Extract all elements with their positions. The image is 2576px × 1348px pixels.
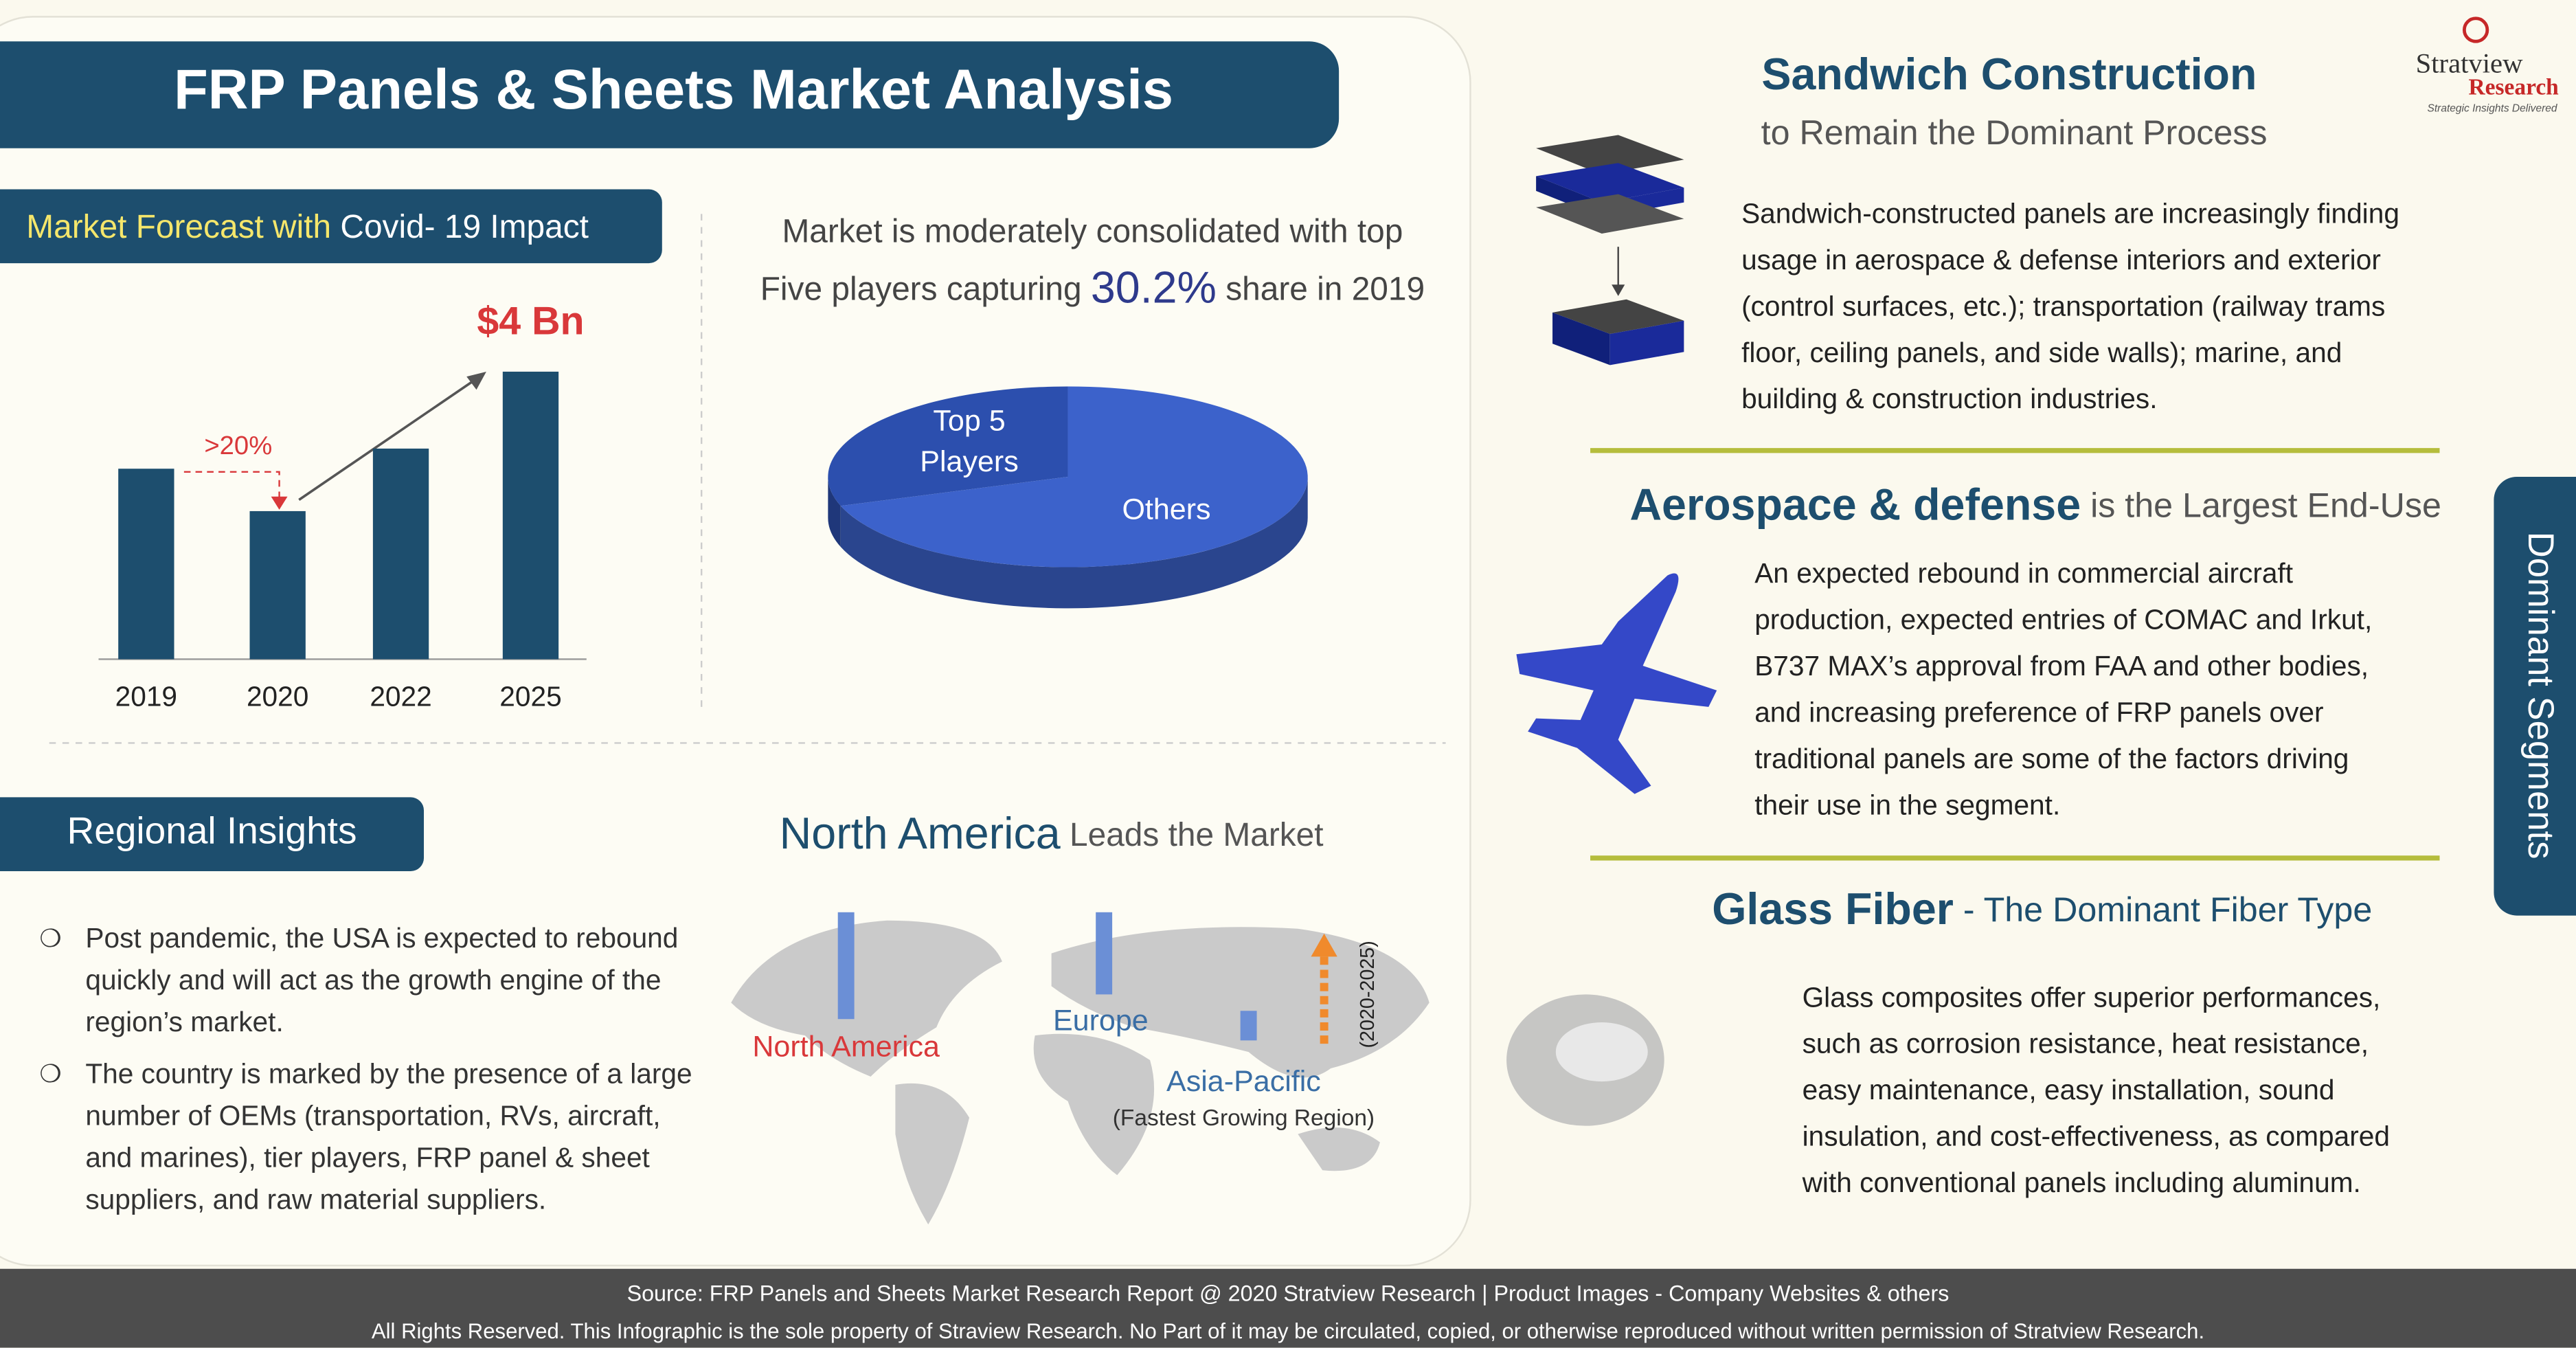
headline-bold: North America [780, 809, 1061, 858]
segment-title: Sandwich Construction [1761, 49, 2257, 99]
segment-subtitle: - The Dominant Fiber Type [1963, 890, 2372, 929]
heading-rest: Covid- 19 Impact [340, 209, 589, 245]
segment-text: Glass composites offer superior performa… [1803, 981, 2381, 1013]
segment-text: B737 MAX’s approval from FAA and other b… [1754, 650, 2369, 682]
pie-label: Others [1122, 493, 1210, 526]
region-label: Asia-Pacific [1166, 1065, 1321, 1098]
segment-text: An expected rebound in commercial aircra… [1754, 557, 2293, 589]
period: (2020-2025) [1357, 941, 1379, 1048]
decline-marker [183, 471, 280, 500]
segment-subtitle: to Remain the Dominant Process [1761, 113, 2268, 152]
segments: Sandwich Construction to Remain the Domin… [1629, 49, 2441, 1198]
arrow-head [271, 496, 288, 510]
logo-sub: Research [2468, 74, 2559, 100]
map-headline: North America Leads the Market [780, 809, 1324, 858]
segment-text: traditional panels are some of the facto… [1754, 743, 2349, 774]
bullet-line: and marines), tier players, FRP panel & … [85, 1141, 650, 1173]
bar [372, 448, 429, 660]
segment-text: usage in aerospace & defense interiors a… [1741, 244, 2381, 276]
bullet-line: The country is marked by the presence of… [85, 1057, 692, 1089]
headline-highlight: 30.2% [1091, 263, 1217, 313]
segment-text: and increasing preference of FRP panels … [1754, 697, 2323, 728]
headline-text: share in 2019 [1225, 271, 1425, 307]
bullet-marker: ❍ [39, 1060, 61, 1088]
segment-title: Glass Fiber [1712, 884, 1954, 934]
regional-tab [0, 797, 425, 871]
segment-text: (control surfaces, etc.); transportation… [1741, 290, 2385, 322]
bullet-line: quickly and will act as the growth engin… [85, 964, 661, 996]
x-tick-label: 2025 [499, 681, 561, 712]
segment-title: Aerospace & defense [1629, 480, 2081, 530]
segment-text: building & construction industries. [1741, 383, 2157, 414]
x-tick-label: 2022 [370, 681, 431, 712]
growth-arrow [298, 375, 481, 501]
bullet-line: suppliers, and raw material suppliers. [85, 1183, 546, 1215]
panel-icon [1536, 135, 1684, 366]
regional-heading: Regional Insights [67, 809, 357, 852]
segment-subtitle: is the Largest End-Use [2090, 486, 2441, 525]
pie-label: Top 5 [933, 404, 1005, 437]
region-bar [1240, 1011, 1257, 1041]
forecast-tab [0, 189, 662, 264]
region-label: Europe [1053, 1004, 1149, 1037]
region-note: (Fastest Growing Region) [1113, 1105, 1375, 1131]
logo-tagline: Strategic Insights Delivered [2427, 102, 2557, 114]
bullet-line: region’s market. [85, 1006, 283, 1037]
bar [502, 371, 559, 660]
bullet-line: Post pandemic, the USA is expected to re… [85, 922, 678, 954]
x-tick-label: 2020 [247, 681, 308, 712]
bar [118, 469, 174, 660]
fiber-highlight [1555, 1022, 1648, 1082]
title-banner [0, 41, 1340, 148]
region-bar [837, 912, 855, 1020]
segment-text: floor, ceiling panels, and side walls); … [1741, 337, 2342, 368]
segments-tab-label: Dominant Segments [2520, 532, 2561, 860]
pie-side [828, 477, 841, 548]
segment-heading: Aerospace & defense is the Largest End-U… [1629, 480, 2441, 530]
pie-side [840, 477, 1308, 609]
forecast-heading: Market Forecast with Covid- 19 Impact [26, 209, 589, 245]
world-map [731, 920, 1430, 1225]
arrow-head [1311, 933, 1337, 957]
arrow-head [466, 371, 486, 390]
logo-name: Stratview [2416, 47, 2523, 78]
segments-tab [2494, 477, 2576, 916]
pie-slice [828, 386, 1068, 506]
value-label: $4 Bn [477, 300, 584, 344]
bullet-line: number of OEMs (transportation, RVs, air… [85, 1099, 660, 1131]
heading-highlight: Market Forecast with [26, 209, 331, 245]
footer-source: Source: FRP Panels and Sheets Market Res… [627, 1281, 1950, 1306]
pie-label: Players [920, 445, 1019, 478]
segment-text: easy maintenance, easy installation, sou… [1803, 1074, 2335, 1105]
segment-text: insulation, and cost-effectiveness, as c… [1803, 1121, 2390, 1152]
region-bar [1096, 912, 1113, 995]
logo-icon [2462, 16, 2489, 43]
pie-slice [840, 386, 1308, 568]
headline-rest: Leads the Market [1070, 816, 1324, 853]
bullets: ❍ Post pandemic, the USA is expected to r… [39, 922, 692, 1215]
bar [249, 510, 306, 660]
share-headline: Market is moderately consolidated with t… [782, 214, 1403, 250]
x-tick-label: 2019 [115, 681, 177, 712]
footer-rights: All Rights Reserved. This Infographic is… [372, 1319, 2204, 1343]
segment-text: Sandwich-constructed panels are increasi… [1741, 197, 2399, 229]
bullet-marker: ❍ [39, 925, 61, 952]
headline-text: Five players capturing [760, 271, 1082, 307]
plane-icon [1516, 573, 1717, 794]
footer [0, 1268, 2576, 1348]
segment-heading: Glass Fiber - The Dominant Fiber Type [1712, 884, 2372, 934]
segment-text: production, expected entries of COMAC an… [1754, 604, 2372, 636]
region-label: North America [752, 1031, 940, 1064]
segment-text: such as corrosion resistance, heat resis… [1803, 1028, 2369, 1059]
share-headline: Five players capturing 30.2% share in 20… [760, 263, 1425, 313]
annotation: >20% [204, 431, 272, 460]
segment-text: their use in the segment. [1754, 789, 2060, 820]
segment-text: with conventional panels including alumi… [1802, 1167, 2361, 1198]
title: FRP Panels & Sheets Market Analysis [174, 58, 1173, 121]
pie: Top 5 Players Others [828, 386, 1308, 609]
